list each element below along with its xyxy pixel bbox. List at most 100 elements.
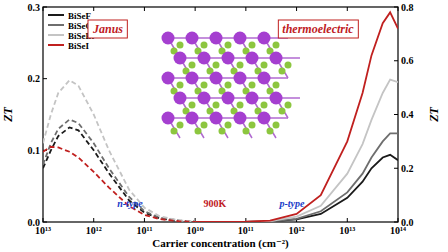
x-tick-top (245, 7, 246, 11)
atom-large (162, 112, 175, 125)
y-tick-label: 0.2 (401, 163, 414, 174)
atom-large (246, 52, 259, 65)
atom-large (162, 72, 175, 85)
x-tick-top (93, 7, 94, 11)
atom-small (279, 108, 286, 115)
atom-small (267, 128, 274, 135)
x-tick-label: 10¹¹ (136, 225, 152, 236)
atom-large (234, 72, 247, 85)
atom-small (177, 42, 184, 49)
atom-small (261, 102, 268, 109)
atom-small (285, 102, 292, 109)
atom-large (234, 112, 247, 125)
series-line (43, 120, 195, 222)
atom-small (171, 128, 178, 135)
annotation: 900K (204, 198, 227, 209)
atom-small (213, 62, 220, 69)
annotation-box (278, 20, 358, 38)
atom-small (285, 62, 292, 69)
atom-large (186, 32, 199, 45)
atom-small (195, 128, 202, 135)
x-tick-top (296, 7, 297, 11)
atom-small (243, 128, 250, 135)
x-tick-top (398, 7, 399, 11)
atom-large (258, 72, 271, 85)
series-line (195, 133, 398, 222)
atom-small (189, 62, 196, 69)
y-axis-label: ZT (427, 107, 441, 123)
atom-small (237, 102, 244, 109)
atom-small (273, 122, 280, 129)
atom-large (234, 32, 247, 45)
x-tick-top (347, 7, 348, 11)
atom-large (258, 32, 271, 45)
x-tick (43, 218, 44, 222)
atom-large (186, 112, 199, 125)
atom-small (201, 82, 208, 89)
y-tick-label: 0.8 (401, 2, 414, 13)
atom-small (201, 42, 208, 49)
atom-large (210, 112, 223, 125)
y-tick (394, 60, 398, 61)
atom-large (270, 92, 283, 105)
y-tick (394, 222, 398, 223)
legend-swatch (48, 14, 64, 16)
x-tick-label: 10¹⁰ (186, 225, 204, 236)
x-axis-label: Carrier concentration (cm⁻²) (152, 237, 289, 250)
atom-small (225, 82, 232, 89)
atom-large (174, 52, 187, 65)
atom-small (177, 122, 184, 129)
atom-large (246, 92, 259, 105)
chart: 10¹³ 10¹² 10¹¹ 10¹⁰ 0.0 0.1 0.2 0.3 ZT Carrier co… (0, 0, 448, 252)
atom-small (249, 42, 256, 49)
x-tick-label: 10¹¹ (238, 225, 254, 236)
series-group (43, 80, 195, 222)
y-tick-label: 0.0 (401, 217, 414, 228)
y-tick (43, 222, 47, 223)
y-tick-label: 0.3 (28, 2, 41, 13)
atom-large (222, 92, 235, 105)
series-line (43, 147, 195, 222)
atom-large (222, 52, 235, 65)
x-tick (93, 218, 94, 222)
atom-small (237, 62, 244, 69)
x-tick-label: 10¹² (289, 225, 305, 236)
y-tick-label: 0.1 (28, 145, 41, 156)
x-tick-top (144, 7, 145, 11)
atom-small (225, 42, 232, 49)
y-tick-label: 0.2 (28, 73, 41, 84)
atom-small (261, 62, 268, 69)
series-line (43, 127, 195, 222)
atom-small (219, 128, 226, 135)
atom-small (249, 82, 256, 89)
atom-small (249, 122, 256, 129)
legend-swatch (48, 44, 64, 46)
legend-label: BiSeI (68, 41, 90, 51)
atom-small (189, 102, 196, 109)
atom-large (162, 32, 175, 45)
y-tick (43, 78, 47, 79)
y-tick-label: 0.4 (401, 109, 414, 120)
y-axis-label: ZT (1, 107, 15, 123)
atom-small (213, 102, 220, 109)
series-group (195, 12, 398, 222)
plot-frame (43, 7, 398, 222)
atom-large (258, 112, 271, 125)
series-line (195, 80, 398, 222)
x-tick (144, 218, 145, 222)
x-tick-top (43, 7, 44, 11)
atom-small (201, 122, 208, 129)
x-tick-label: 10¹³ (339, 225, 355, 236)
series-line (43, 80, 195, 221)
annotation: thermoelectric (282, 22, 354, 36)
atom-large (186, 72, 199, 85)
annotation: n-type (117, 198, 143, 209)
atom-small (279, 68, 286, 75)
atom-large (210, 32, 223, 45)
x-tick-top (195, 7, 196, 11)
atom-small (273, 42, 280, 49)
annotation: p-type (279, 198, 306, 209)
y-tick (43, 7, 47, 8)
y-tick (394, 7, 398, 8)
atom-small (273, 82, 280, 89)
